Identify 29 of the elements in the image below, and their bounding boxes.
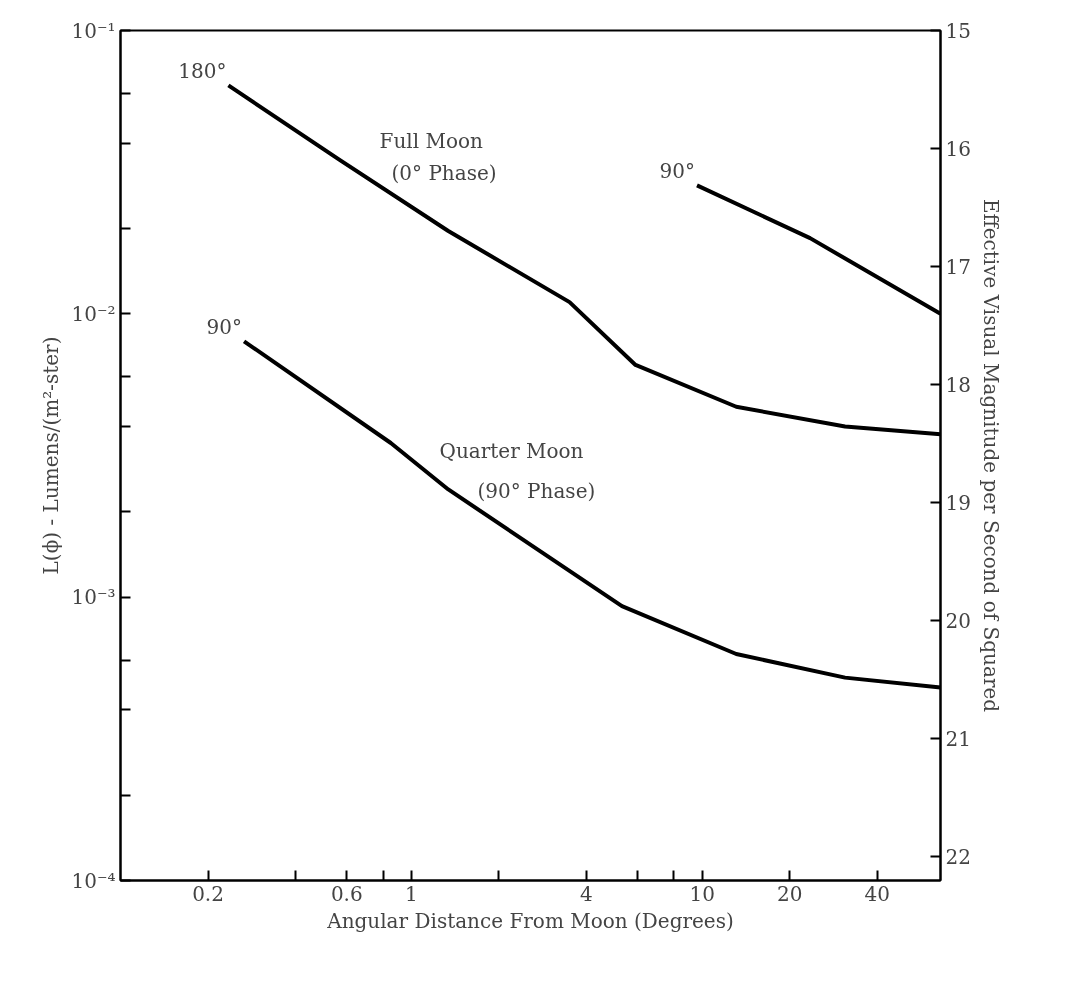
annotation: (90° Phase)	[477, 478, 596, 503]
y2-tick-label: 16	[945, 137, 971, 162]
y2-tick-label: 21	[945, 727, 971, 752]
y-axis-title: L(ϕ) - Lumens/(m²-ster)	[39, 336, 64, 575]
x-tick-label: 4	[580, 881, 593, 906]
annotation: 180°	[178, 59, 227, 84]
y2-tick-label: 19	[945, 491, 971, 516]
annotation: 90°	[659, 159, 695, 184]
annotation: 90°	[206, 315, 243, 340]
y-tick-label: 10⁻²	[71, 301, 116, 326]
y2-tick-label: 22	[945, 845, 971, 870]
y2-tick-label: 20	[945, 609, 971, 634]
x-tick-label: 10	[689, 881, 715, 906]
x-tick-label: 40	[864, 881, 890, 906]
y2-tick-label: 15	[945, 19, 971, 43]
annotation: Full Moon	[379, 128, 483, 153]
y2-tick-label: 18	[945, 373, 971, 398]
x-tick-label: 0.6	[330, 881, 363, 906]
annotation: Quarter Moon	[439, 438, 584, 463]
y-tick-label: 10⁻³	[71, 585, 116, 610]
y2-axis-title: Effective Visual Magnitude per Second of Squared	[978, 198, 1003, 713]
annotation: (0° Phase)	[391, 160, 497, 185]
y-tick-label: 10⁻¹	[71, 18, 116, 43]
y2-tick-label: 17	[945, 255, 971, 280]
y-tick-label: 10⁻⁴	[71, 868, 116, 893]
x-tick-label: 1	[404, 881, 418, 906]
x-tick-label: 0.2	[192, 881, 224, 906]
x-axis-title: Angular Distance From Moon (Degrees)	[326, 908, 734, 933]
x-tick-label: 20	[776, 881, 803, 906]
